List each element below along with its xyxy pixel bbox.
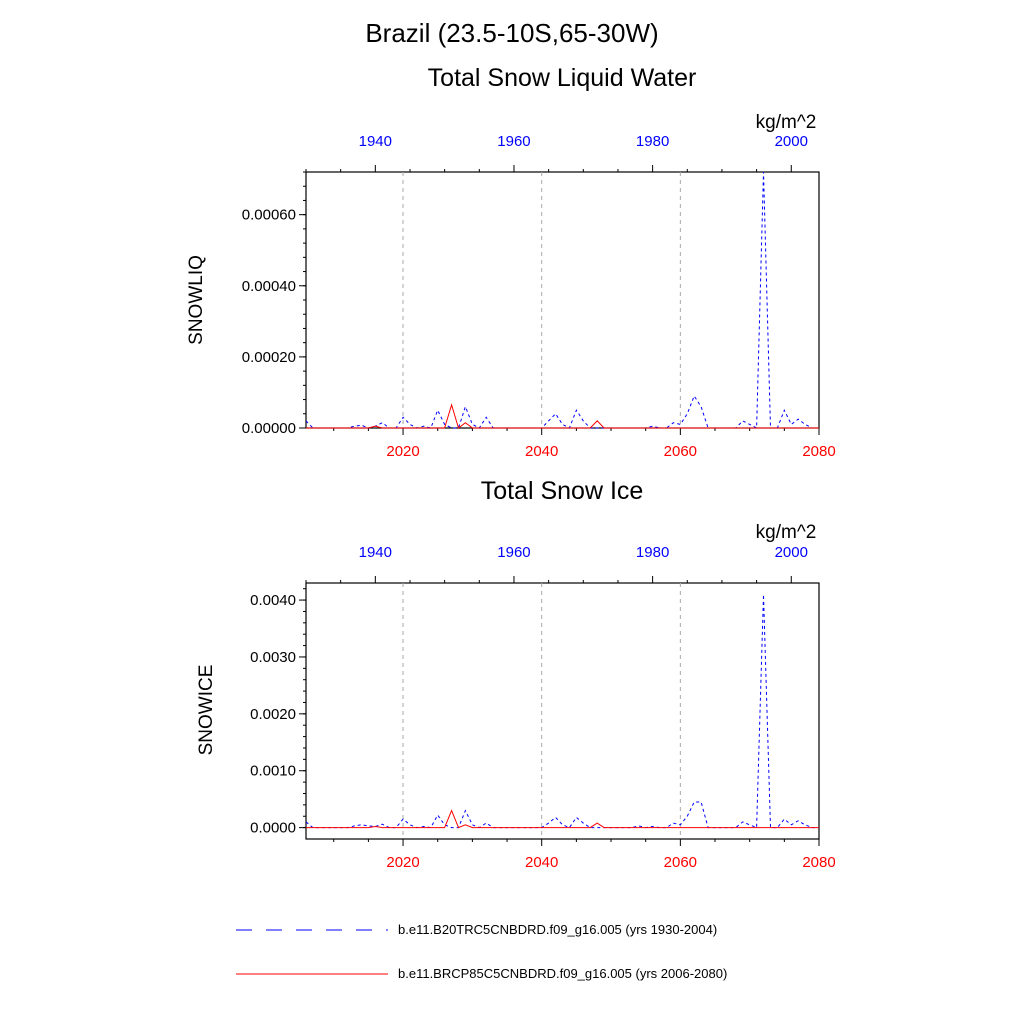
y-tick-label: 0.0020 — [250, 706, 296, 723]
top-tick-label: 1980 — [636, 133, 669, 150]
plot-frame — [305, 171, 820, 429]
series-line-historical — [305, 594, 819, 829]
y-tick-label: 0.0000 — [250, 820, 296, 837]
y-tick-label: 0.0010 — [250, 763, 296, 780]
top-tick-label: 1960 — [497, 544, 530, 561]
top-tick-label: 2000 — [775, 544, 808, 561]
top-tick-label: 2000 — [775, 133, 808, 150]
panel-title: Total Snow Liquid Water — [428, 64, 697, 92]
x-tick-label: 2080 — [802, 854, 835, 871]
top-tick-label: 1940 — [359, 544, 392, 561]
figure-title: Brazil (23.5-10S,65-30W) — [365, 18, 658, 48]
y-tick-label: 0.0030 — [250, 649, 296, 666]
y-tick-label: 0.00020 — [242, 349, 296, 366]
x-tick-label: 2040 — [525, 854, 558, 871]
top-tick-label: 1960 — [497, 133, 530, 150]
top-tick-label: 1940 — [359, 133, 392, 150]
series-line-historical — [305, 171, 819, 429]
snowice-panel: Total Snow Ice kg/m^2 SNOWICE 0.0000 0.00… — [196, 477, 836, 871]
top-tick-label: 1980 — [636, 544, 669, 561]
x-tick-label: 2060 — [664, 443, 697, 460]
y-tick-label: 0.00040 — [242, 278, 296, 295]
series-line-rcp85 — [306, 809, 819, 829]
x-tick-label: 2080 — [802, 443, 835, 460]
legend-label-red: b.e11.BRCP85C5CNBDRD.f09_g16.005 (yrs 20… — [398, 966, 727, 981]
y-axis-label: SNOWLIQ — [186, 255, 207, 345]
units-label: kg/m^2 — [756, 112, 817, 133]
legend-label-blue: b.e11.B20TRC5CNBDRD.f09_g16.005 (yrs 193… — [398, 922, 717, 937]
units-label: kg/m^2 — [756, 522, 817, 543]
y-axis-label: SNOWICE — [196, 665, 217, 756]
x-tick-label: 2020 — [386, 854, 419, 871]
series-line-rcp85 — [306, 403, 819, 429]
plot-frame — [305, 582, 820, 840]
x-tick-label: 2060 — [664, 854, 697, 871]
snowliq-panel: Total Snow Liquid Water kg/m^2 SNOWLIQ 0… — [186, 64, 836, 460]
y-tick-label: 0.00060 — [242, 207, 296, 224]
x-tick-label: 2040 — [525, 443, 558, 460]
x-tick-label: 2020 — [386, 443, 419, 460]
y-tick-label: 0.00000 — [242, 420, 296, 437]
y-tick-label: 0.0040 — [250, 592, 296, 609]
legend: b.e11.B20TRC5CNBDRD.f09_g16.005 (yrs 193… — [236, 922, 727, 981]
panel-title: Total Snow Ice — [481, 477, 644, 505]
